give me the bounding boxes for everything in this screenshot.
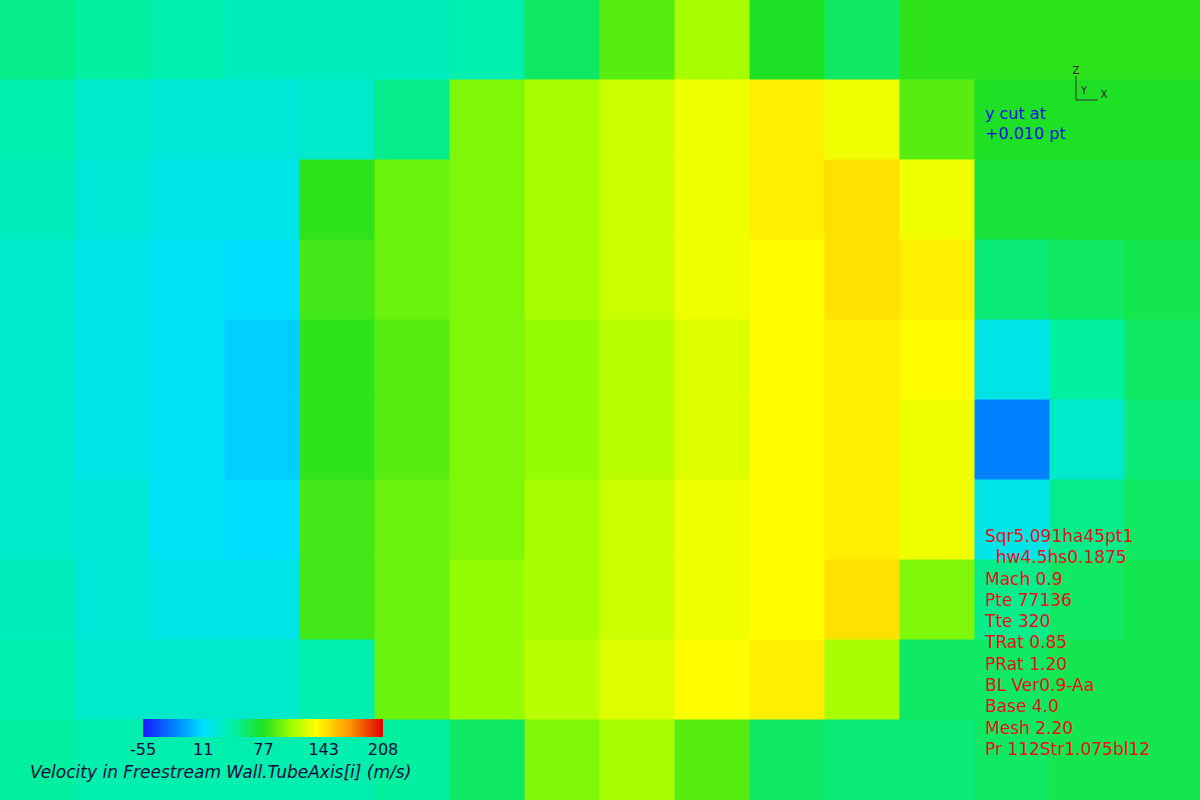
html-text:Mach 0.9: Mach 0.9 [985, 568, 1063, 589]
html-text:TRat 0.85: TRat 0.85 [985, 632, 1068, 653]
svg-text:143: 143 [308, 740, 339, 759]
html-text:PRat 1.20: PRat 1.20 [985, 653, 1067, 674]
html-text:hw4.5hs0.1875: hw4.5hs0.1875 [985, 547, 1127, 568]
html-text:Mesh 2.20: Mesh 2.20 [985, 717, 1073, 738]
svg-text:Velocity in Freestream Wall.Tu: Velocity in Freestream Wall.TubeAxis[i] … [30, 762, 411, 782]
svg-text:X: X [1101, 89, 1108, 100]
html-text:Base 4.0: Base 4.0 [985, 696, 1059, 717]
svg-text:-55: -55 [130, 740, 156, 759]
svg-text:Y: Y [1080, 85, 1088, 96]
html-text:Pte 77136: Pte 77136 [985, 589, 1072, 610]
svg-text:77: 77 [253, 740, 273, 759]
html-text:y cut at: y cut at [985, 104, 1046, 123]
html-text:Sqr5.091ha45pt1: Sqr5.091ha45pt1 [985, 526, 1134, 546]
svg-text:Z: Z [1073, 65, 1080, 76]
html-text:Pr 112Str1.075bl12: Pr 112Str1.075bl12 [985, 739, 1151, 759]
svg-text:11: 11 [193, 740, 213, 759]
html-text:+0.010 pt: +0.010 pt [985, 124, 1066, 143]
svg-text:208: 208 [368, 740, 399, 759]
html-text:Tte 320: Tte 320 [985, 611, 1051, 632]
html-text:BL Ver0.9-Aa: BL Ver0.9-Aa [985, 675, 1095, 696]
